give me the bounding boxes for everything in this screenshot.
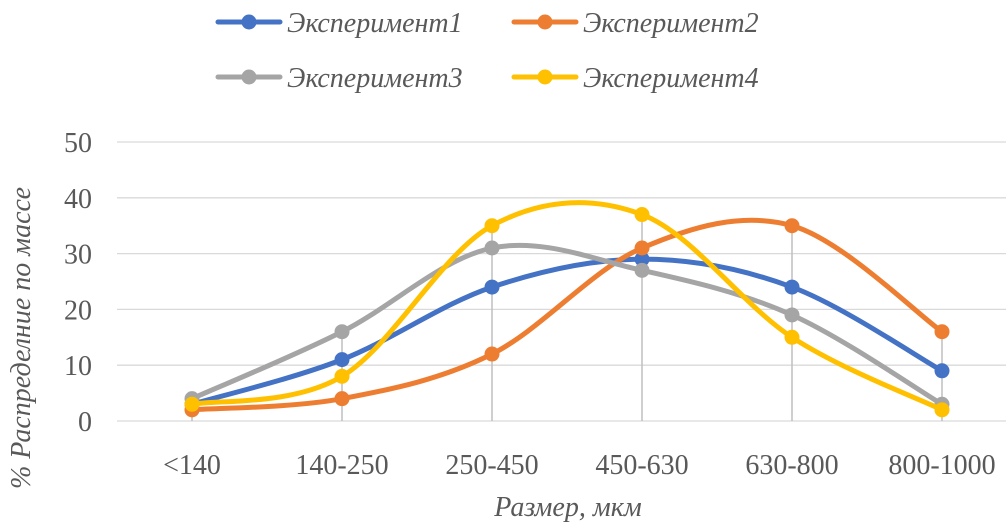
data-point: [484, 218, 500, 234]
data-point: [334, 324, 350, 340]
data-point: [484, 346, 500, 362]
y-tick-label: 0: [78, 407, 92, 438]
y-tick-label: 10: [64, 351, 92, 382]
x-tick-label: <140: [163, 450, 221, 481]
series-4: [184, 200, 950, 418]
legend: Эксперимент1 Эксперимент2 Эксперимент3 Эксп…: [215, 8, 759, 94]
x-axis-title: Размер, мкм: [493, 492, 642, 523]
series-lines: [184, 200, 950, 418]
legend-marker: [241, 69, 257, 85]
data-point: [634, 207, 650, 223]
data-point: [484, 279, 500, 295]
legend-marker: [241, 14, 257, 30]
data-point: [934, 363, 950, 379]
series-line: [189, 200, 945, 413]
legend-marker: [537, 14, 553, 30]
data-point: [634, 240, 650, 256]
legend-label: Эксперимент1: [287, 8, 463, 39]
y-tick-label: 50: [64, 128, 92, 159]
data-point: [634, 251, 650, 267]
series-line: [189, 242, 945, 407]
y-tick-label: 20: [64, 295, 92, 326]
x-tick-label: 250-450: [445, 450, 538, 481]
series-2: [184, 217, 950, 418]
data-point: [784, 218, 800, 234]
y-tick-label: 40: [64, 184, 92, 215]
legend-item-4: Эксперимент4: [511, 63, 759, 94]
series-1: [184, 251, 950, 412]
legend-label: Эксперимент4: [583, 63, 759, 94]
data-point: [334, 368, 350, 384]
data-point: [784, 279, 800, 295]
data-point: [934, 402, 950, 418]
y-tick-label: 30: [64, 240, 92, 271]
data-point: [484, 240, 500, 256]
x-tick-label: 450-630: [595, 450, 688, 481]
legend-item-2: Эксперимент2: [511, 8, 759, 39]
x-axis-tick-labels: <140 140-250 250-450 450-630 630-800 800-1000: [163, 450, 996, 481]
legend-marker: [537, 69, 553, 85]
data-point: [784, 329, 800, 345]
data-point: [184, 396, 200, 412]
y-axis-title: % Распределние по массе: [6, 187, 37, 489]
legend-label: Эксперимент2: [583, 8, 759, 39]
data-point: [634, 262, 650, 278]
data-point: [784, 307, 800, 323]
series-line: [189, 256, 945, 407]
legend-label: Эксперимент3: [287, 63, 463, 94]
legend-item-1: Эксперимент1: [215, 8, 463, 39]
series-line: [189, 217, 945, 413]
x-tick-label: 630-800: [745, 450, 838, 481]
data-point: [934, 324, 950, 340]
legend-item-3: Эксперимент3: [215, 63, 463, 94]
data-point: [334, 352, 350, 368]
x-tick-label: 140-250: [295, 450, 388, 481]
y-axis-tick-labels: 0 10 20 30 40 50: [64, 128, 92, 438]
data-point: [334, 391, 350, 407]
x-tick-label: 800-1000: [888, 450, 995, 481]
